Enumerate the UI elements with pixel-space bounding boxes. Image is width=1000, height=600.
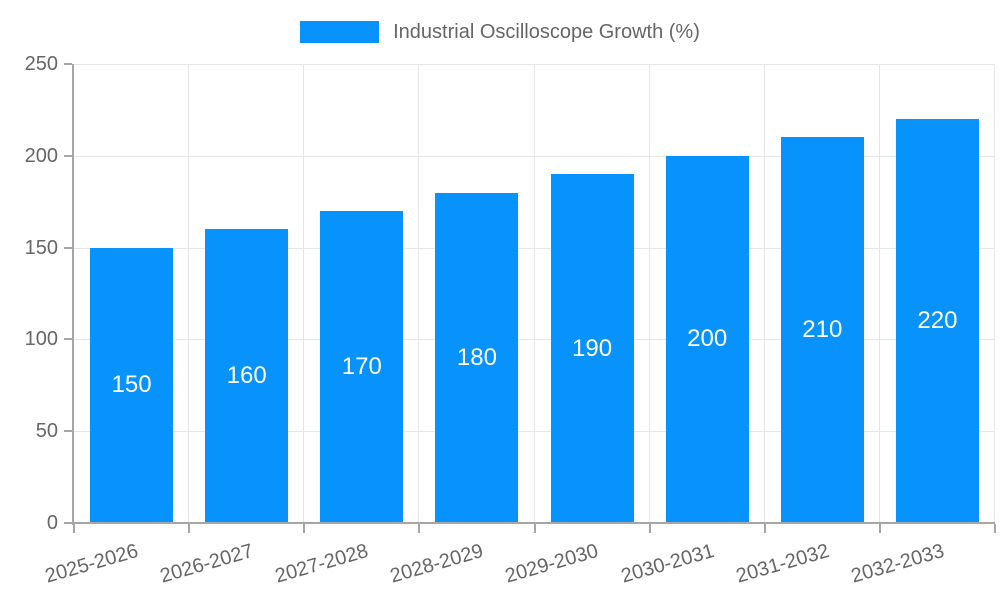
x-axis-tick <box>994 524 996 533</box>
bar-value-label: 190 <box>572 334 613 362</box>
bar-value-label: 210 <box>802 316 843 344</box>
x-axis-tick <box>188 524 191 533</box>
gridline-vertical <box>533 64 535 523</box>
x-axis-label: 2028-2029 <box>387 540 487 588</box>
x-axis-label: 2030-2031 <box>618 540 717 588</box>
x-axis-label: 2026-2027 <box>157 540 256 588</box>
bar-value-label: 150 <box>111 371 152 399</box>
x-axis-tick <box>303 524 306 533</box>
gridline-vertical <box>418 64 420 523</box>
y-axis-tick-label: 50 <box>35 420 58 443</box>
x-axis-tick <box>533 524 536 533</box>
x-axis-tick <box>878 524 881 533</box>
bar[interactable]: 190 <box>550 174 634 523</box>
gridline-vertical <box>303 64 305 523</box>
x-axis-tick <box>73 524 75 533</box>
bar[interactable]: 170 <box>320 210 404 523</box>
y-axis-tick <box>64 63 72 65</box>
x-axis-tick <box>648 524 651 533</box>
bar[interactable]: 220 <box>895 119 979 523</box>
x-axis-label: 2027-2028 <box>272 540 371 588</box>
y-axis-tick <box>64 430 72 433</box>
legend-label: Industrial Oscilloscope Growth (%) <box>393 20 700 43</box>
x-axis-line <box>72 522 995 524</box>
y-axis-tick-label: 150 <box>24 236 58 259</box>
x-axis-label: 2029-2030 <box>503 540 602 588</box>
gridline-vertical <box>763 64 765 523</box>
y-axis-tick-label: 100 <box>24 328 58 351</box>
bar-value-label: 200 <box>687 325 728 353</box>
y-axis-tick-label: 0 <box>46 512 58 534</box>
bar[interactable]: 200 <box>665 155 749 523</box>
legend[interactable]: Industrial Oscilloscope Growth (%) <box>0 20 1000 44</box>
y-axis-line <box>72 64 74 525</box>
plot-area: 0 50 100 150 200 250 150 2025-2026 160 2026-2027 1… <box>25 53 996 588</box>
gridline-vertical <box>994 64 995 523</box>
y-axis-tick-label: 200 <box>24 144 58 167</box>
x-axis-tick <box>418 524 421 533</box>
y-axis-tick <box>64 338 72 341</box>
gridline-horizontal <box>74 247 995 249</box>
x-axis-label: 2025-2026 <box>42 540 141 588</box>
gridline-horizontal <box>74 155 995 157</box>
bar-value-label: 170 <box>341 352 382 380</box>
bar-value-label: 160 <box>226 362 267 390</box>
gridline-horizontal <box>74 431 995 433</box>
legend-swatch <box>300 21 380 43</box>
gridline-horizontal <box>74 64 995 65</box>
y-axis-tick <box>64 154 72 157</box>
gridline-vertical <box>878 64 880 523</box>
bar[interactable]: 210 <box>780 137 864 523</box>
gridline-horizontal <box>74 339 995 341</box>
y-axis-tick-label: 250 <box>24 53 58 75</box>
x-axis-tick <box>763 524 766 533</box>
gridline-vertical <box>188 64 190 523</box>
y-axis-tick <box>64 522 72 524</box>
x-axis-label: 2032-2033 <box>848 540 947 588</box>
bar[interactable]: 180 <box>435 192 519 523</box>
x-axis-label: 2031-2032 <box>733 540 832 588</box>
y-axis-tick <box>64 246 72 249</box>
bar[interactable]: 150 <box>90 247 174 523</box>
bar-value-label: 180 <box>456 343 497 371</box>
bar[interactable]: 160 <box>205 229 289 523</box>
gridline-vertical <box>648 64 650 523</box>
bar-value-label: 220 <box>917 307 958 335</box>
